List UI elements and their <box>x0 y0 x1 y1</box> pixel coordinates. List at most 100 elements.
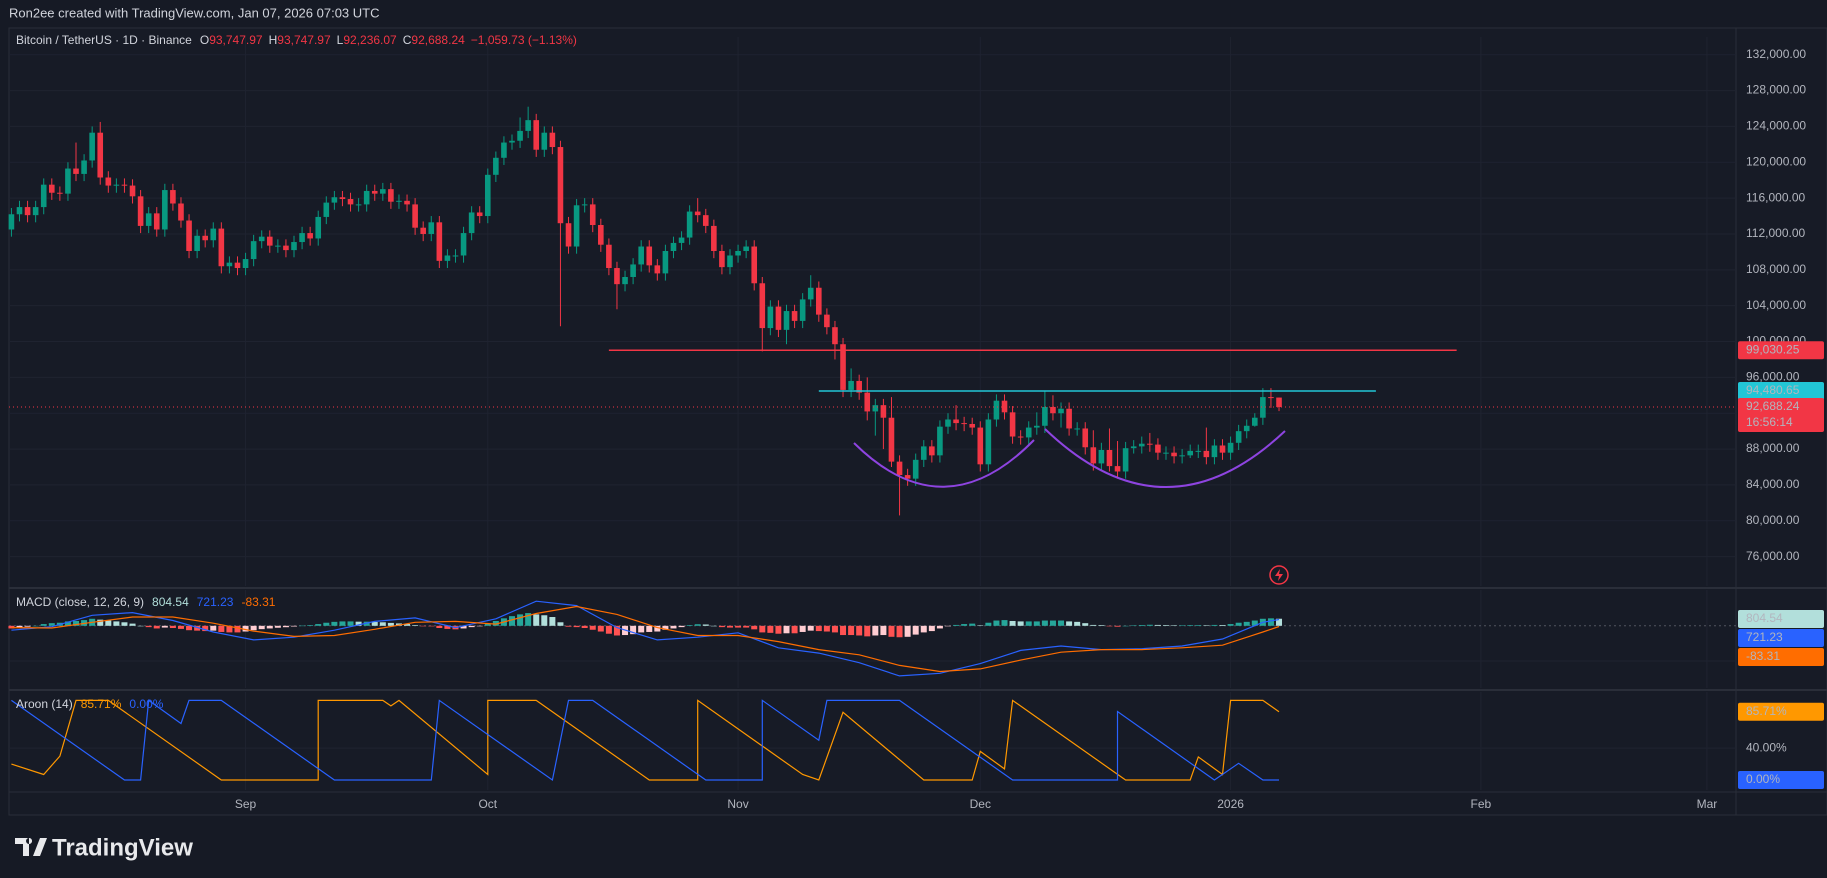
histogram-bar <box>928 625 935 632</box>
histogram-bar <box>1211 624 1218 626</box>
candle-body <box>404 200 410 205</box>
candle-body <box>234 262 241 269</box>
logo-mark <box>15 838 47 856</box>
candle-body <box>1058 408 1064 414</box>
candle-body <box>686 211 693 238</box>
candle-body <box>339 197 346 200</box>
candle-body <box>904 475 911 479</box>
candle-body <box>751 246 758 284</box>
plot <box>8 106 1736 782</box>
macd-value-label: -83.31 <box>1746 649 1780 663</box>
indicator-line <box>11 600 1280 677</box>
candle-body <box>557 147 564 224</box>
legend-value: 85.71% <box>81 697 122 711</box>
candle-body <box>1203 450 1210 458</box>
histogram-bar <box>169 625 176 629</box>
candle-body <box>888 417 895 462</box>
logo[interactable]: TradingView <box>15 834 193 861</box>
histogram-bar <box>961 624 968 626</box>
candle-body <box>266 236 273 246</box>
histogram-bar <box>702 624 709 626</box>
legend-title: Bitcoin / TetherUS · 1D · Binance <box>16 33 192 47</box>
macd-value-label-bg <box>1738 648 1824 666</box>
candle-body <box>476 212 483 217</box>
candle-body <box>48 184 55 193</box>
histogram-bar <box>896 625 903 638</box>
x-tick-label: Sep <box>235 797 257 811</box>
candle-body <box>581 204 588 206</box>
histogram-bar <box>331 621 338 626</box>
legend-value: -83.31 <box>241 595 275 609</box>
histogram-bar <box>1179 625 1186 626</box>
candle-body <box>1187 450 1194 456</box>
candle-body <box>824 314 830 328</box>
histogram-bar <box>662 625 669 630</box>
histogram-bar <box>274 625 281 628</box>
alert-icon[interactable] <box>1269 565 1289 585</box>
candle-body <box>444 255 451 261</box>
candle-body <box>16 207 23 215</box>
histogram-bar <box>1267 618 1274 626</box>
y-tick-label: 84,000.00 <box>1746 477 1800 491</box>
ohlc-key: L <box>337 33 344 47</box>
histogram-bar <box>323 622 330 626</box>
candle-body <box>816 287 822 315</box>
candle-body <box>1122 448 1129 472</box>
candle-body <box>1276 397 1282 408</box>
indicator-legend: Aroon (14) 85.71% 0.00% <box>16 697 164 711</box>
histogram-bar <box>888 625 895 637</box>
candle-body <box>807 287 814 300</box>
macd-value-label-bg <box>1738 629 1824 647</box>
candle-body <box>501 142 507 158</box>
indicator-legend: MACD (close, 12, 26, 9) 804.54 721.23 -83.3… <box>16 595 276 609</box>
candle-body <box>775 306 782 330</box>
ohlc-value: 93,747.97 <box>209 33 263 47</box>
macd-value-label: 804.54 <box>1746 611 1783 625</box>
histogram-bar <box>1276 618 1283 626</box>
histogram-bar <box>1106 625 1113 627</box>
histogram-bar <box>468 625 475 628</box>
candle-body <box>1138 443 1145 447</box>
candle-body <box>396 200 402 202</box>
candle-body <box>735 251 741 256</box>
candle-body <box>162 190 168 230</box>
x-tick-label: Nov <box>727 797 748 811</box>
x-tick-label: Feb <box>1471 797 1492 811</box>
histogram-bar <box>589 625 596 630</box>
y-tick-label: 116,000.00 <box>1746 190 1805 204</box>
histogram-bar <box>484 623 491 626</box>
histogram-bar <box>32 625 39 627</box>
histogram-bar <box>848 625 855 636</box>
histogram-bar <box>194 625 201 631</box>
candle-body <box>299 233 305 243</box>
candle-body <box>945 419 951 427</box>
histogram-bar <box>1017 621 1024 626</box>
histogram-bar <box>1041 620 1048 626</box>
histogram-bar <box>1049 620 1056 626</box>
candle-body <box>1243 425 1250 432</box>
histogram-bar <box>73 620 80 626</box>
y-tick-label: 120,000.00 <box>1746 154 1806 168</box>
candle-body <box>186 220 192 252</box>
candle-body <box>97 132 104 178</box>
candle-body <box>250 241 257 260</box>
histogram-bar <box>444 625 451 629</box>
candle-body <box>630 264 636 277</box>
histogram-bar <box>64 621 71 626</box>
histogram-bar <box>630 625 637 635</box>
candle-body <box>929 446 935 456</box>
histogram-bar <box>1066 621 1073 626</box>
candle-body <box>1219 445 1226 453</box>
histogram-bar <box>953 624 960 626</box>
histogram-bar <box>282 625 289 628</box>
histogram-bar <box>799 625 806 632</box>
histogram-bar <box>476 625 483 627</box>
candle-body <box>210 228 217 241</box>
candle-body <box>460 233 467 256</box>
histogram-bar <box>1203 625 1210 626</box>
histogram-bar <box>177 625 184 629</box>
candle-body <box>194 235 200 252</box>
legend-value: 0.00% <box>129 697 163 711</box>
candle-body <box>1171 452 1177 457</box>
histogram-bar <box>1187 625 1194 626</box>
